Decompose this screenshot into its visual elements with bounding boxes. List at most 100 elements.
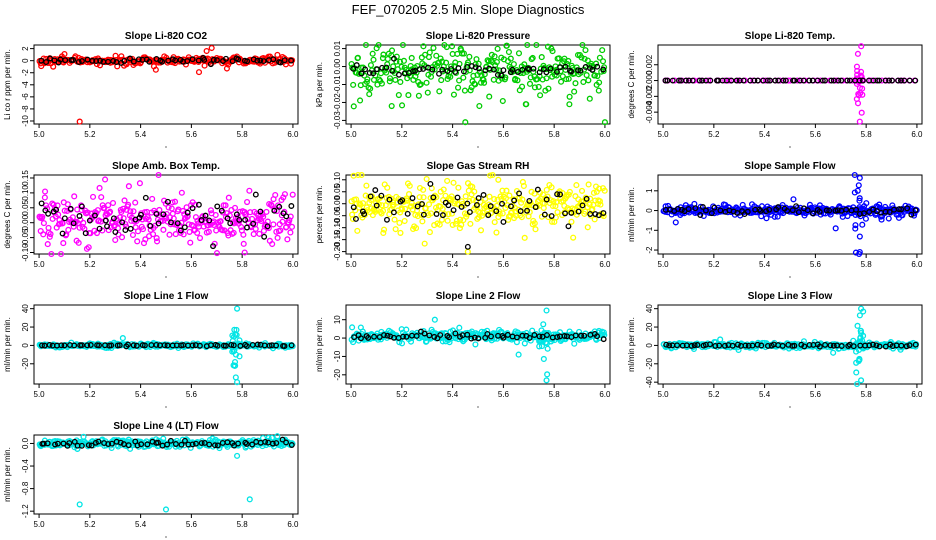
y-tick-label: 0.15 [21, 170, 30, 186]
slope-point [733, 77, 740, 84]
x-tick-label: 5.8 [237, 130, 249, 139]
y-tick-label: -1.2 [21, 504, 30, 518]
slope-point [53, 206, 60, 213]
sample-point [448, 63, 455, 70]
outlier-point [543, 307, 550, 314]
slope-point [708, 210, 715, 217]
sample-point [153, 235, 160, 242]
sample-point [352, 207, 359, 214]
sample-point [437, 55, 444, 62]
sample-point [250, 231, 257, 238]
sample-point [499, 187, 506, 194]
slope-point [281, 57, 288, 64]
sample-point [491, 53, 498, 60]
slope-point [756, 206, 763, 213]
slope-point [436, 70, 442, 77]
sample-point [521, 61, 528, 68]
slope-point [745, 342, 752, 349]
slope-point [500, 67, 507, 74]
sample-point [450, 91, 457, 98]
slope-point [288, 203, 295, 209]
sample-point [40, 220, 47, 227]
slope-point [210, 243, 216, 250]
slope-point [244, 58, 251, 65]
slope-point [740, 77, 747, 84]
slope-point [430, 194, 437, 201]
y-tick-label: 0 [333, 335, 342, 340]
slope-point [763, 208, 770, 215]
x-tick-label: 5.4 [759, 130, 771, 139]
y-tick-label: 0.00 [21, 214, 30, 230]
slope-point [43, 59, 50, 66]
y-tick-label: 20 [645, 322, 654, 331]
sample-point [433, 194, 440, 201]
sample-point [274, 433, 281, 440]
x-tick-label: 5.2 [396, 390, 408, 399]
x-axis-dot [789, 406, 791, 408]
slope-point [782, 77, 789, 84]
plot-frame [33, 434, 299, 515]
slope-point [147, 222, 154, 229]
y-axis-label: ml/min per min. [627, 187, 636, 242]
slope-point [473, 202, 480, 208]
sample-point [725, 77, 732, 84]
sample-point [885, 215, 892, 222]
sample-point [96, 184, 103, 191]
sample-point [491, 219, 498, 226]
slope-point [578, 332, 585, 339]
x-tick-label: 6.0 [911, 130, 923, 139]
slope-point [514, 69, 521, 75]
sample-point [571, 88, 578, 95]
sample-point [362, 41, 370, 49]
slope-point [514, 334, 520, 341]
sample-point [428, 210, 435, 217]
slope-point [404, 210, 411, 217]
sample-point [531, 190, 538, 197]
slope-point [133, 342, 140, 349]
x-axis-dot [165, 146, 167, 148]
slope-point [249, 441, 256, 448]
burst-point [856, 312, 863, 319]
burst-point [853, 380, 861, 388]
slope-point [530, 65, 537, 72]
x-tick-label: 6.0 [287, 130, 299, 139]
outlier-point [76, 501, 83, 508]
sample-point [277, 227, 284, 234]
sample-point [878, 216, 885, 223]
sample-point [46, 233, 53, 240]
slope-point [110, 57, 117, 64]
sample-point [566, 188, 573, 195]
slope-point [214, 342, 221, 349]
outlier-point [858, 305, 865, 312]
slope-point [125, 442, 132, 449]
sample-point [449, 221, 456, 228]
y-tick-label: -1 [645, 226, 654, 234]
sample-point [384, 184, 391, 191]
slope-point [66, 440, 73, 447]
slope-point [108, 440, 115, 447]
slope-point [201, 56, 208, 63]
sample-point [489, 171, 496, 179]
sample-point [213, 250, 221, 257]
slope-point [664, 77, 671, 84]
sample-point [494, 45, 501, 52]
sample-point [453, 217, 460, 224]
slope-point [838, 343, 845, 349]
y-tick-label: 0 [645, 343, 654, 348]
outlier-point [195, 69, 203, 76]
sample-point [484, 57, 491, 64]
sample-point [415, 92, 422, 99]
sample-point [196, 235, 204, 242]
sample-point [590, 189, 597, 196]
sample-point [495, 213, 502, 221]
sample-point [438, 77, 445, 84]
sample-point [180, 231, 187, 238]
slope-point [889, 77, 895, 84]
sample-point [460, 338, 467, 345]
x-tick-label: 5.2 [84, 260, 96, 269]
x-tick-label: 5.2 [708, 260, 720, 269]
sample-point [168, 205, 175, 212]
slope-point [861, 210, 867, 217]
slope-point [235, 440, 242, 447]
sample-point [284, 236, 291, 243]
